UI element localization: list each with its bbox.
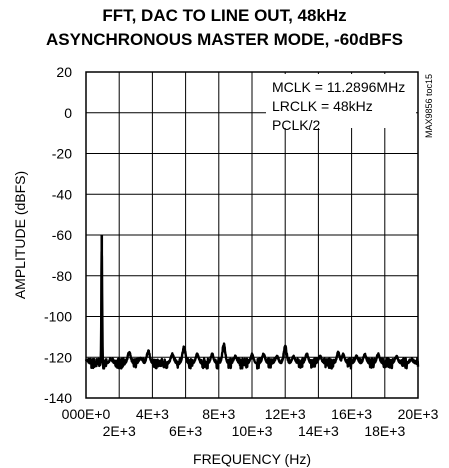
x-tick-label: 16E+3 [331,406,372,422]
x-axis-label: FREQUENCY (Hz) [193,451,311,467]
y-tick-label: 0 [64,105,72,121]
chart-subtitle: ASYNCHRONOUS MASTER MODE, -60dBFS [45,30,404,49]
x-tick-label: 10E+3 [232,423,273,439]
y-tick-label: -100 [44,309,72,325]
y-axis-label: AMPLITUDE (dBFS) [12,171,28,299]
x-tick-label: 18E+3 [364,423,405,439]
y-tick-label: -20 [52,146,72,162]
figure-code: MAX9856 toc15 [424,74,434,138]
y-tick-label: -120 [44,349,72,365]
x-tick-label: 000E+0 [62,406,111,422]
y-tick-label: -40 [52,186,72,202]
chart-title: FFT, DAC TO LINE OUT, 48kHz [102,6,347,25]
y-tick-label: -80 [52,268,72,284]
x-tick-label: 8E+3 [202,406,235,422]
y-tick-label: 20 [56,64,72,80]
y-tick-label: -60 [52,227,72,243]
annotation-background [266,74,416,128]
x-tick-label: 6E+3 [169,423,202,439]
x-tick-label: 20E+3 [398,406,439,422]
plot-frame [85,71,419,399]
x-tick-label: 12E+3 [265,406,306,422]
annotation-text: PCLK/2 [272,117,320,133]
fft-trace [84,235,420,370]
x-tick-label: 2E+3 [103,423,136,439]
x-tick-label: 4E+3 [136,406,169,422]
y-tick-label: -140 [44,390,72,406]
fft-series-line [84,250,420,370]
annotation-text: MCLK = 11.2896MHz [272,79,405,95]
annotation-text: LRCLK = 48kHz [272,98,373,114]
x-tick-label: 14E+3 [298,423,339,439]
